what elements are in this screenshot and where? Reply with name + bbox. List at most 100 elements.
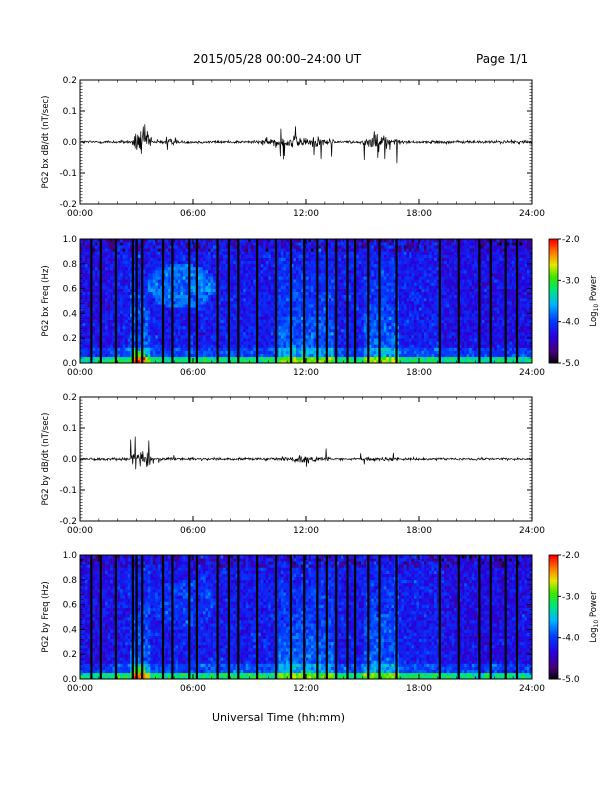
heatmap-cell <box>363 322 367 327</box>
heatmap-cell <box>270 335 274 339</box>
heatmap-cell <box>265 294 269 299</box>
heatmap-cell <box>245 263 249 268</box>
heatmap-cell <box>273 242 277 246</box>
heatmap-cell <box>343 239 347 243</box>
heatmap-cell <box>190 260 194 265</box>
heatmap-cell <box>336 313 339 317</box>
heatmap-cell <box>373 260 377 265</box>
heatmap-cell <box>268 257 272 261</box>
heatmap-cell <box>198 322 201 327</box>
heatmap-cell <box>265 344 269 348</box>
heatmap-cell <box>270 332 274 336</box>
heatmap-cell <box>105 266 108 271</box>
heatmap-cell <box>238 242 242 246</box>
heatmap-cell <box>180 335 184 339</box>
heatmap-cell <box>243 294 247 299</box>
heatmap-cell <box>165 344 169 348</box>
heatmap-cell <box>102 260 106 265</box>
heatmap-cell <box>298 270 302 274</box>
heatmap-cell <box>381 328 385 333</box>
heatmap-cell <box>293 347 297 351</box>
heatmap-cell <box>125 310 129 314</box>
heatmap-cell <box>125 294 129 299</box>
heatmap-cell <box>265 270 269 274</box>
heatmap-cell <box>137 353 141 358</box>
heatmap-cell <box>336 288 339 292</box>
heatmap-cell <box>185 322 189 327</box>
heatmap-cell <box>150 266 154 271</box>
heatmap-cell <box>105 285 108 289</box>
heatmap-cell <box>336 276 339 280</box>
heatmap-cell <box>300 341 304 345</box>
heatmap-cell <box>248 328 252 333</box>
heatmap-cell <box>371 260 375 265</box>
heatmap-cell <box>306 248 309 252</box>
heatmap-cell <box>300 285 304 289</box>
heatmap-cell <box>331 239 334 243</box>
heatmap-cell <box>243 285 247 289</box>
heatmap-cell <box>107 313 111 317</box>
heatmap-cell <box>323 254 327 258</box>
heatmap-cell <box>295 344 299 348</box>
heatmap-cell <box>162 294 166 299</box>
heatmap-cell <box>92 304 96 308</box>
heatmap-cell <box>270 297 274 302</box>
heatmap-cell <box>363 307 367 311</box>
heatmap-cell <box>323 356 327 361</box>
y-tick-label: -0.2 <box>59 200 77 210</box>
heatmap-cell <box>110 242 113 246</box>
heatmap-cell <box>288 307 292 311</box>
heatmap-cell <box>165 347 169 351</box>
heatmap-cell <box>85 270 88 274</box>
heatmap-cell <box>205 266 209 271</box>
heatmap-cell <box>155 239 159 243</box>
heatmap-cell <box>250 257 254 261</box>
heatmap-cell <box>182 325 186 330</box>
heatmap-cell <box>336 242 339 246</box>
heatmap-cell <box>293 257 297 261</box>
heatmap-cell <box>306 328 309 333</box>
heatmap-cell <box>162 270 166 274</box>
heatmap-cell <box>182 294 186 299</box>
heatmap-cell <box>268 297 272 302</box>
heatmap-cell <box>152 347 156 351</box>
heatmap-cell <box>373 270 377 274</box>
heatmap-cell <box>273 316 277 320</box>
heatmap-cell <box>270 242 274 246</box>
heatmap-cell <box>117 328 121 333</box>
heatmap-cell <box>321 332 324 336</box>
heatmap-cell <box>338 285 342 289</box>
heatmap-cell <box>213 335 216 339</box>
heatmap-cell <box>293 353 297 358</box>
heatmap-cell <box>298 248 302 252</box>
heatmap-cell <box>248 338 252 342</box>
heatmap-cell <box>132 257 136 261</box>
heatmap-cell <box>273 294 277 299</box>
heatmap-cell <box>130 288 134 292</box>
heatmap-cell <box>200 338 204 342</box>
heatmap-cell <box>336 294 339 299</box>
heatmap-cell <box>102 301 106 305</box>
heatmap-cell <box>145 285 149 289</box>
heatmap-cell <box>85 260 88 265</box>
heatmap-cell <box>343 350 347 354</box>
heatmap-cell <box>300 288 304 292</box>
heatmap-cell <box>333 325 337 330</box>
heatmap-cell <box>328 301 332 305</box>
heatmap-cell <box>102 257 106 261</box>
heatmap-cell <box>240 307 244 311</box>
heatmap-cell <box>293 335 297 339</box>
heatmap-cell <box>87 251 91 255</box>
heatmap-cell <box>243 242 247 246</box>
heatmap-cell <box>278 322 282 327</box>
heatmap-cell <box>218 294 221 299</box>
heatmap-cell <box>361 282 365 286</box>
heatmap-cell <box>318 332 322 336</box>
heatmap-cell <box>351 301 355 305</box>
heatmap-cell <box>132 356 136 361</box>
heatmap-cell <box>235 316 239 320</box>
heatmap-cell <box>95 316 98 320</box>
heatmap-cell <box>280 319 284 323</box>
heatmap-cell <box>95 276 98 280</box>
heatmap-cell <box>85 307 88 311</box>
